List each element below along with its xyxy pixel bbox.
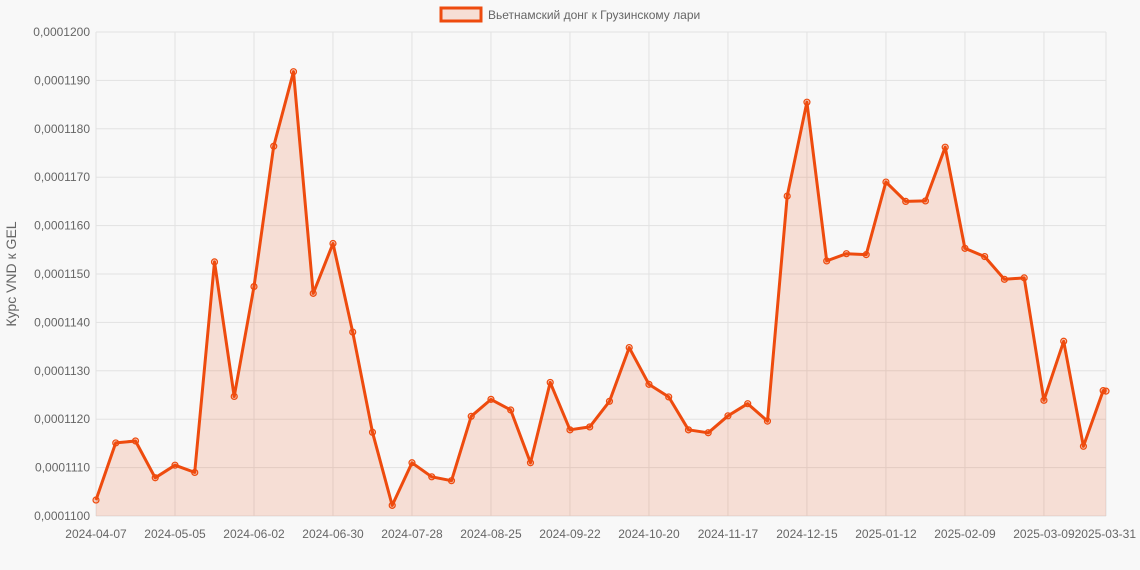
data-point[interactable] <box>309 289 317 297</box>
data-point[interactable] <box>842 250 851 258</box>
y-tick-label: 0,0001190 <box>34 73 90 87</box>
data-point[interactable] <box>92 496 100 504</box>
data-point[interactable] <box>1102 387 1110 395</box>
data-point[interactable] <box>408 459 416 467</box>
data-point[interactable] <box>625 343 633 352</box>
data-point[interactable] <box>191 468 199 477</box>
data-point[interactable] <box>507 406 515 414</box>
data-point[interactable] <box>704 429 712 437</box>
x-tick-label: 2025-03-31 <box>1075 527 1137 541</box>
data-point[interactable] <box>921 197 930 205</box>
y-tick-label: 0,0001160 <box>34 219 90 233</box>
legend[interactable]: Вьетнамский донг к Грузинскому лари <box>439 6 700 23</box>
x-tick-label: 2025-01-12 <box>855 527 917 541</box>
data-point[interactable] <box>289 68 298 76</box>
x-tick-label: 2025-03-09 <box>1013 527 1075 541</box>
data-point[interactable] <box>1040 396 1048 404</box>
data-point[interactable] <box>902 197 910 205</box>
data-point[interactable] <box>131 437 140 445</box>
x-tick-label: 2024-07-28 <box>381 527 443 541</box>
y-tick-label: 0,0001100 <box>34 509 90 523</box>
y-tick-label: 0,0001140 <box>34 315 90 329</box>
series-points <box>92 68 1110 509</box>
data-point[interactable] <box>428 473 436 481</box>
data-point[interactable] <box>447 477 456 485</box>
data-point[interactable] <box>823 257 831 265</box>
data-point[interactable] <box>329 239 337 248</box>
series-line <box>94 70 1107 507</box>
y-axis: 0,0001100 0,0001110 0,0001120 0,0001130 0,00… <box>33 25 90 523</box>
y-tick-label: 0,0001120 <box>34 412 90 426</box>
data-point[interactable] <box>882 178 890 186</box>
x-axis: 2024-04-07 2024-05-05 2024-06-02 2024-06-30… <box>65 527 1136 541</box>
x-tick-label: 2025-02-09 <box>934 527 996 541</box>
data-point[interactable] <box>250 282 258 291</box>
grid-lines <box>95 31 1107 517</box>
legend-label[interactable]: Вьетнамский донг к Грузинскому лари <box>488 8 700 22</box>
x-tick-label: 2024-05-05 <box>144 527 206 541</box>
data-point[interactable] <box>270 142 278 150</box>
x-tick-label: 2024-12-15 <box>776 527 838 541</box>
x-tick-label: 2024-10-20 <box>618 527 680 541</box>
data-point[interactable] <box>763 417 772 425</box>
data-point[interactable] <box>526 459 535 467</box>
data-point[interactable] <box>783 192 791 200</box>
y-tick-label: 0,0001130 <box>34 364 90 378</box>
data-point[interactable] <box>151 474 159 482</box>
data-point[interactable] <box>665 393 673 401</box>
data-point[interactable] <box>546 378 554 387</box>
data-point[interactable] <box>171 461 179 469</box>
data-point[interactable] <box>724 412 732 420</box>
series-area-fill <box>96 71 1106 516</box>
data-point[interactable] <box>862 251 870 259</box>
y-tick-label: 0,0001200 <box>33 25 90 39</box>
data-point[interactable] <box>230 392 238 401</box>
data-point[interactable] <box>566 426 574 434</box>
data-point[interactable] <box>1060 337 1068 345</box>
data-point[interactable] <box>981 252 989 261</box>
y-tick-label: 0,0001110 <box>35 461 90 475</box>
data-point[interactable] <box>388 501 396 509</box>
y-tick-label: 0,0001180 <box>34 122 90 136</box>
x-tick-label: 2024-09-22 <box>539 527 601 541</box>
data-point[interactable] <box>645 380 653 388</box>
data-point[interactable] <box>487 395 495 403</box>
data-point[interactable] <box>467 412 475 420</box>
x-tick-label: 2024-06-02 <box>223 527 285 541</box>
data-point[interactable] <box>349 328 357 336</box>
data-point[interactable] <box>368 428 377 436</box>
data-point[interactable] <box>803 98 811 106</box>
data-point[interactable] <box>1079 442 1088 450</box>
data-point[interactable] <box>1000 275 1009 283</box>
data-point[interactable] <box>586 423 594 431</box>
y-axis-label: Курс VND к GEL <box>3 221 19 326</box>
y-tick-label: 0,0001150 <box>34 267 90 281</box>
data-point[interactable] <box>1020 274 1028 282</box>
data-point[interactable] <box>744 400 752 408</box>
data-point[interactable] <box>961 244 969 252</box>
data-point[interactable] <box>210 258 219 266</box>
data-point[interactable] <box>112 439 120 447</box>
x-tick-label: 2024-06-30 <box>302 527 364 541</box>
data-point[interactable] <box>941 143 949 151</box>
data-point[interactable] <box>605 397 614 405</box>
x-tick-label: 2024-11-17 <box>698 527 759 541</box>
data-point[interactable] <box>684 426 693 434</box>
x-tick-label: 2024-04-07 <box>65 527 127 541</box>
x-tick-label: 2024-08-25 <box>460 527 522 541</box>
y-tick-label: 0,0001170 <box>34 170 90 184</box>
legend-swatch[interactable] <box>439 6 483 23</box>
